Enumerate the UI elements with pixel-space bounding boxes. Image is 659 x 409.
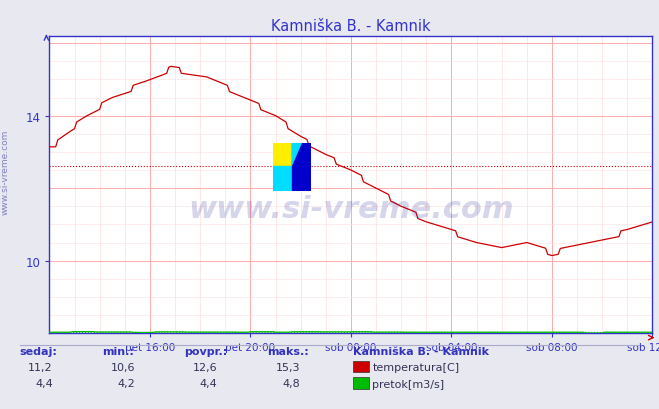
Text: www.si-vreme.com: www.si-vreme.com [188, 194, 514, 223]
Text: min.:: min.: [102, 346, 134, 356]
Text: temperatura[C]: temperatura[C] [372, 362, 459, 372]
Text: Kamniška B. - Kamnik: Kamniška B. - Kamnik [353, 346, 488, 356]
Text: 10,6: 10,6 [111, 362, 135, 372]
Text: 4,4: 4,4 [35, 378, 53, 389]
Text: sedaj:: sedaj: [20, 346, 57, 356]
Text: 12,6: 12,6 [193, 362, 217, 372]
Text: 11,2: 11,2 [28, 362, 53, 372]
Text: www.si-vreme.com: www.si-vreme.com [1, 129, 10, 214]
Text: 4,4: 4,4 [200, 378, 217, 389]
Text: maks.:: maks.: [267, 346, 308, 356]
Text: povpr.:: povpr.: [185, 346, 228, 356]
Text: 4,2: 4,2 [117, 378, 135, 389]
Title: Kamniška B. - Kamnik: Kamniška B. - Kamnik [271, 19, 431, 34]
Text: pretok[m3/s]: pretok[m3/s] [372, 379, 444, 389]
Text: 15,3: 15,3 [275, 362, 300, 372]
Polygon shape [291, 143, 302, 166]
Text: 4,8: 4,8 [282, 378, 300, 389]
